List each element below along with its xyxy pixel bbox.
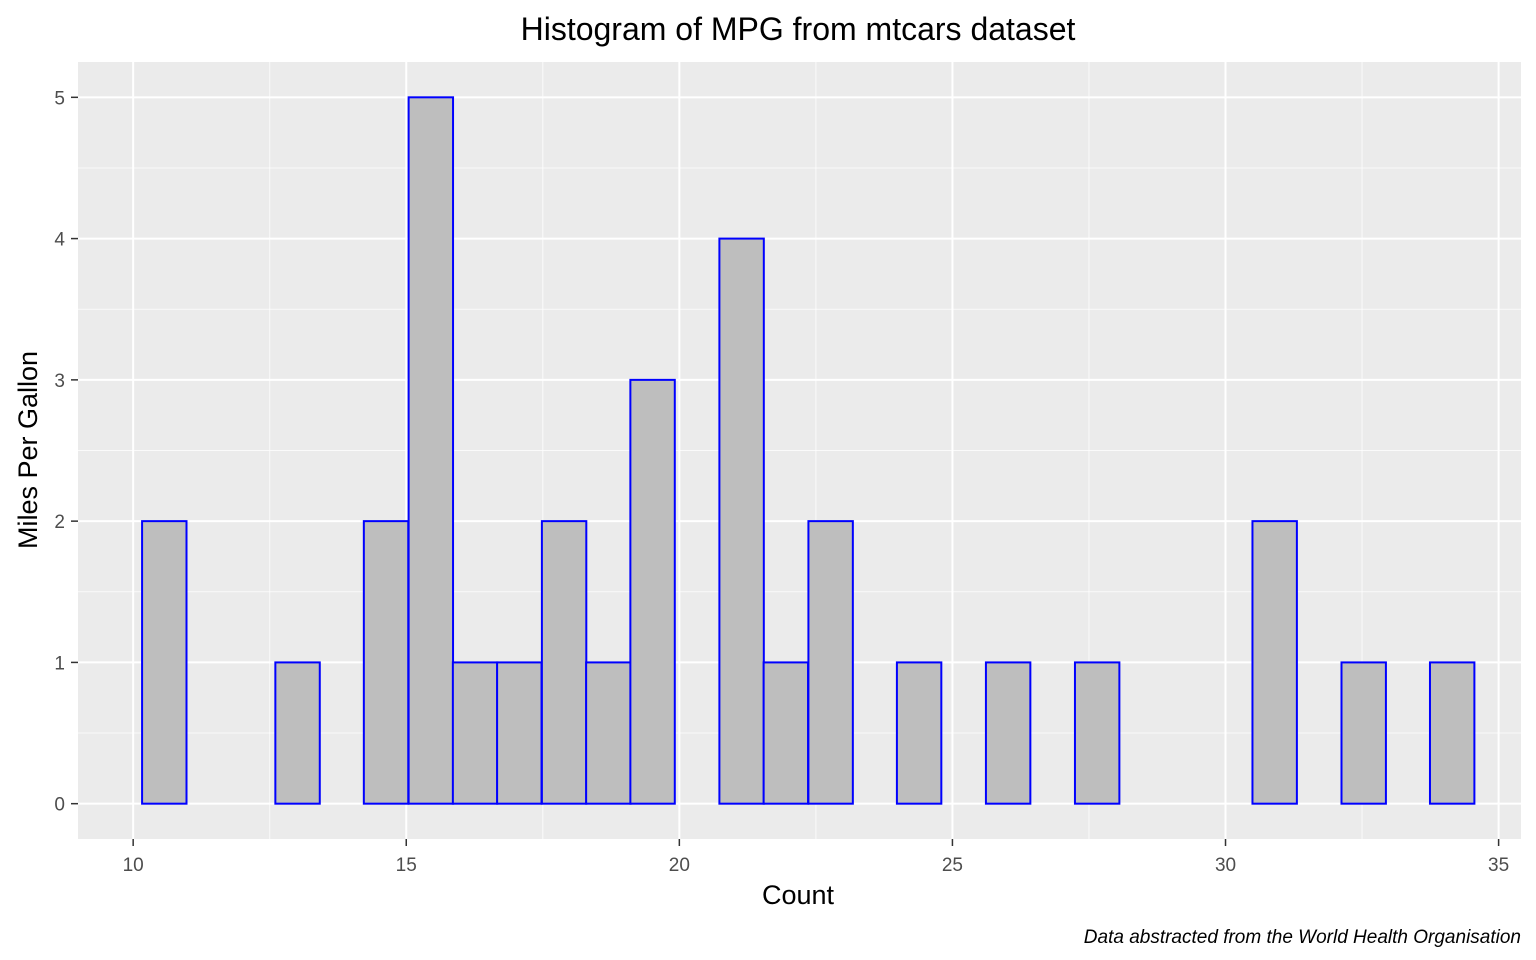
x-tick-label: 35 bbox=[1488, 855, 1509, 876]
chart-caption: Data abstracted from the World Health Or… bbox=[1084, 927, 1521, 948]
x-tick-label: 10 bbox=[123, 855, 144, 876]
x-tick-label: 30 bbox=[1215, 855, 1236, 876]
histogram-bar bbox=[762, 661, 810, 805]
histogram-bar bbox=[1073, 661, 1121, 805]
histogram-bar bbox=[407, 96, 455, 805]
y-tick-label: 5 bbox=[54, 88, 65, 109]
histogram-bar bbox=[585, 661, 632, 805]
y-tick-label: 0 bbox=[54, 795, 65, 816]
y-axis: 0 1 2 3 4 5 bbox=[54, 88, 78, 816]
histogram-bar bbox=[807, 520, 854, 805]
bars bbox=[141, 96, 1476, 805]
histogram-bar bbox=[141, 520, 188, 805]
histogram-bar bbox=[629, 378, 676, 805]
histogram-bar bbox=[1340, 661, 1387, 805]
histogram-bar bbox=[895, 661, 943, 805]
y-tick-label: 1 bbox=[54, 653, 65, 674]
histogram-bar bbox=[362, 520, 410, 805]
histogram-bar bbox=[1251, 520, 1298, 805]
histogram-bar bbox=[540, 520, 588, 805]
x-axis-title: Count bbox=[762, 880, 835, 910]
y-axis-title: Miles Per Gallon bbox=[13, 351, 43, 549]
histogram-bar bbox=[718, 237, 765, 805]
x-axis: 10 15 20 25 30 35 bbox=[123, 839, 1509, 876]
histogram-bar bbox=[451, 661, 499, 805]
y-tick-label: 3 bbox=[54, 371, 65, 392]
histogram-bar bbox=[1428, 661, 1476, 805]
histogram-bar bbox=[984, 661, 1032, 805]
chart-title: Histogram of MPG from mtcars dataset bbox=[521, 11, 1076, 47]
histogram-bar bbox=[274, 661, 321, 805]
histogram-bar bbox=[496, 661, 543, 805]
y-tick-label: 4 bbox=[54, 230, 65, 251]
x-tick-label: 25 bbox=[942, 855, 963, 876]
x-tick-label: 15 bbox=[396, 855, 417, 876]
x-tick-label: 20 bbox=[669, 855, 690, 876]
y-tick-label: 2 bbox=[54, 512, 65, 533]
